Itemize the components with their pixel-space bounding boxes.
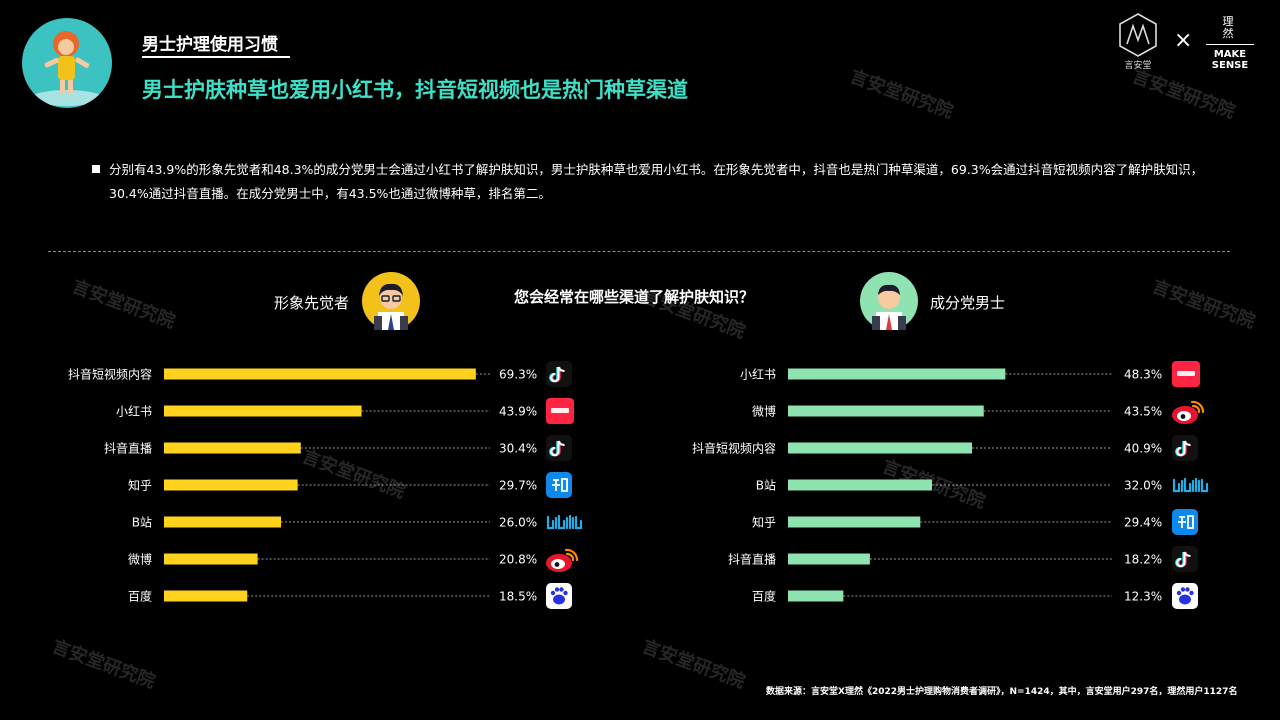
category-label: B站: [756, 479, 776, 493]
bilibili-icon: [546, 514, 583, 530]
value-label: 43.5%: [1124, 405, 1162, 419]
category-label: 百度: [752, 589, 776, 604]
bilibili-icon: [1172, 477, 1209, 493]
category-label: 小红书: [740, 367, 776, 382]
douyin-icon: [1172, 435, 1198, 461]
zhihu-icon: [546, 472, 572, 498]
value-label: 32.0%: [1124, 479, 1162, 493]
bar: [788, 553, 870, 565]
weibo-icon: [546, 548, 579, 572]
douyin-icon: [546, 435, 572, 461]
category-label: 微博: [752, 404, 776, 419]
value-label: 29.4%: [1124, 516, 1162, 530]
collab-times-icon: ×: [1174, 28, 1193, 53]
category-label: 小红书: [116, 404, 152, 419]
bar: [788, 405, 984, 417]
left-bar-chart: 抖音短视频内容 69.3% 小红书 43.9% 抖音直播 30.4% 知乎 29.7% B站 26…: [68, 361, 583, 609]
bar: [788, 479, 932, 491]
value-label: 20.8%: [499, 553, 537, 567]
value-label: 26.0%: [499, 516, 537, 530]
category-label: 百度: [128, 589, 152, 604]
data-source-note: 数据来源：言安堂X理然《2022男士护理购物消费者调研》，N=1424，其中，言…: [766, 687, 1238, 697]
right-group-label: 成分党男士: [930, 294, 1006, 312]
xiaohongshu-icon: [1172, 361, 1200, 387]
dashed-divider: [48, 251, 1230, 252]
bar: [164, 442, 301, 454]
bar: [788, 368, 1006, 380]
mascot-illustration: [22, 18, 112, 108]
yananta-logo-text: 言安堂: [1124, 61, 1152, 71]
category-label: 知乎: [128, 479, 152, 493]
bar: [788, 442, 973, 454]
category-label: 抖音直播: [728, 552, 776, 567]
bar: [164, 590, 248, 602]
left-group-label: 形象先觉者: [274, 294, 350, 312]
section-title: 男士护理使用习惯: [142, 35, 278, 55]
value-label: 18.2%: [1124, 553, 1162, 567]
baidu-icon: [546, 583, 572, 609]
chart-question: 您会经常在哪些渠道了解护肤知识？: [514, 288, 755, 306]
image-pioneer-avatar-icon: [362, 272, 420, 330]
section-underline: [142, 56, 290, 58]
category-label: 知乎: [752, 516, 776, 530]
baidu-icon: [1172, 583, 1198, 609]
value-label: 40.9%: [1124, 442, 1162, 456]
yananta-logo-icon: [1116, 12, 1160, 72]
makesense-logo-bottom: MAKE SENSE: [1211, 49, 1249, 71]
category-label: 抖音直播: [104, 441, 152, 456]
xiaohongshu-icon: [546, 398, 574, 424]
bar: [164, 479, 298, 491]
bar: [164, 405, 362, 417]
weibo-icon: [1172, 400, 1205, 424]
bar: [164, 553, 258, 565]
makesense-logo-divider: [1206, 44, 1254, 45]
value-label: 12.3%: [1124, 590, 1162, 604]
zhihu-icon: [1172, 509, 1198, 535]
value-label: 18.5%: [499, 590, 537, 604]
value-label: 48.3%: [1124, 368, 1162, 382]
bullet-square-icon: [92, 165, 100, 173]
value-label: 30.4%: [499, 442, 537, 456]
makesense-logo-top: 理 然: [1222, 15, 1234, 40]
value-label: 43.9%: [499, 405, 537, 419]
category-label: 抖音短视频内容: [68, 367, 152, 382]
bar: [788, 590, 844, 602]
bar: [788, 516, 921, 528]
value-label: 69.3%: [499, 368, 537, 382]
summary-text: 分别有43.9%的形象先觉者和48.3%的成分党男士会通过小红书了解护肤知识，男…: [109, 162, 1204, 201]
page-headline: 男士护肤种草也爱用小红书，抖音短视频也是热门种草渠道: [142, 78, 688, 102]
douyin-icon: [1172, 546, 1198, 572]
ingredient-man-avatar-icon: [860, 272, 918, 330]
category-label: 抖音短视频内容: [692, 441, 776, 456]
bar: [164, 516, 281, 528]
category-label: B站: [132, 516, 152, 530]
douyin-icon: [546, 361, 572, 387]
bar: [164, 368, 476, 380]
category-label: 微博: [128, 552, 152, 567]
value-label: 29.7%: [499, 479, 537, 493]
